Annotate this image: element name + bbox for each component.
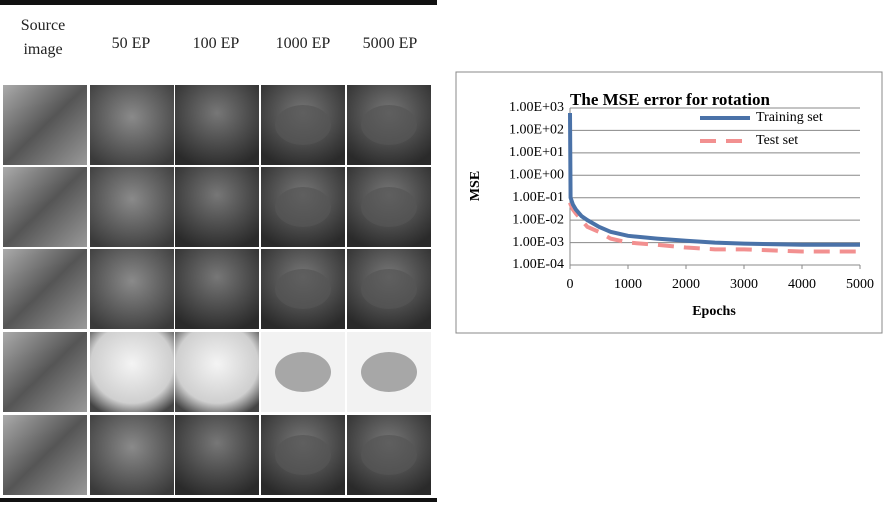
thumbnail (3, 249, 87, 329)
column-header: 50 EP (111, 35, 151, 52)
series-line (568, 112, 860, 247)
bottom-rule (0, 498, 437, 502)
column-header: 5000 EP (362, 35, 418, 52)
thumbnail-blob (361, 352, 417, 392)
y-tick-label: 1.00E-03 (512, 235, 564, 250)
thumbnail-blob (275, 269, 331, 309)
thumbnail (175, 85, 259, 165)
y-tick-label: 1.00E+01 (509, 145, 564, 160)
thumbnail (175, 415, 259, 495)
thumbnail (3, 167, 87, 247)
thumbnail (90, 85, 174, 165)
thumbnail-blob (361, 269, 417, 309)
x-tick-label: 3000 (730, 277, 758, 292)
x-tick-label: 5000 (846, 277, 874, 292)
x-tick-label: 1000 (614, 277, 642, 292)
y-tick-label: 1.00E-02 (512, 212, 564, 227)
thumbnail (90, 249, 174, 329)
chart-frame (455, 71, 883, 334)
y-tick-label: 1.00E-04 (512, 257, 564, 272)
legend-label: Training set (756, 110, 823, 125)
y-tick-label: 1.00E+00 (509, 168, 564, 183)
thumbnail (3, 415, 87, 495)
thumbnail (175, 332, 259, 412)
image-grid (0, 85, 437, 502)
thumbnail (3, 332, 87, 412)
thumbnail-blob (275, 435, 331, 475)
top-rule (0, 0, 437, 5)
thumbnail-blob (361, 435, 417, 475)
x-axis-label: Epochs (692, 304, 736, 319)
thumbnail (3, 85, 87, 165)
thumbnail-blob (361, 187, 417, 227)
thumbnail (90, 332, 174, 412)
x-tick-label: 0 (567, 277, 574, 292)
column-header: 100 EP (192, 35, 240, 52)
thumbnail (175, 167, 259, 247)
thumbnail-blob (361, 105, 417, 145)
legend-label: Test set (756, 133, 798, 148)
column-header: Source image (20, 17, 66, 58)
y-tick-label: 1.00E+02 (509, 123, 564, 138)
thumbnail-blob (275, 352, 331, 392)
thumbnail-blob (275, 187, 331, 227)
column-header: 1000 EP (275, 35, 331, 52)
y-tick-label: 1.00E-01 (512, 190, 564, 205)
chart-title: The MSE error for rotation (570, 90, 770, 109)
x-tick-label: 4000 (788, 277, 816, 292)
series-line (568, 202, 860, 254)
x-tick-label: 2000 (672, 277, 700, 292)
y-axis-label: MSE (468, 171, 483, 201)
thumbnail-blob (275, 105, 331, 145)
thumbnail (90, 415, 174, 495)
y-tick-label: 1.00E+03 (509, 100, 564, 115)
thumbnail (175, 249, 259, 329)
thumbnail (90, 167, 174, 247)
